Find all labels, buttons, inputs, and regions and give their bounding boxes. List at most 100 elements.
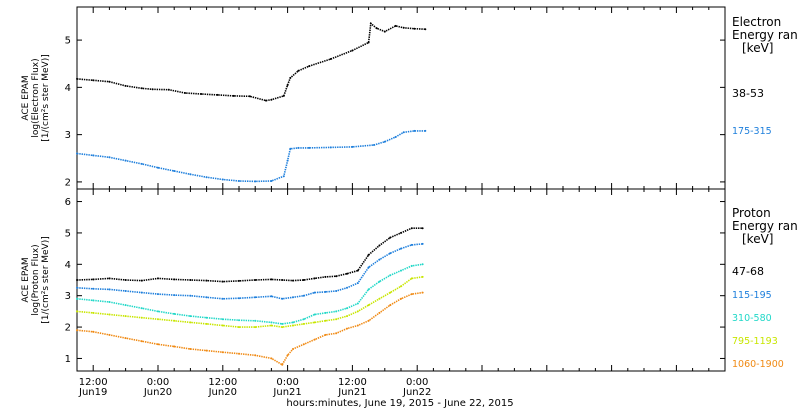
x-tick-label: 0:00	[147, 377, 169, 388]
electron-point-38-53	[92, 79, 95, 82]
electron-point-38-53	[124, 84, 127, 87]
proton-point-310-580	[400, 269, 402, 272]
proton-point-47-68	[92, 278, 95, 281]
proton-point-795-1193	[302, 322, 305, 325]
proton-point-115-195	[189, 294, 192, 297]
proton-point-115-195	[292, 296, 294, 299]
proton-point-310-580	[221, 318, 224, 321]
electron-ytick-label: 2	[65, 177, 71, 188]
proton-point-115-195	[281, 297, 284, 300]
proton-point-1060-1900	[92, 330, 95, 333]
proton-point-795-1193	[270, 324, 273, 327]
proton-point-115-195	[378, 258, 381, 261]
proton-point-1060-1900	[410, 293, 413, 296]
proton-point-310-580	[254, 319, 257, 322]
proton-point-1060-1900	[221, 351, 224, 354]
electron-point-175-315	[254, 180, 257, 183]
proton-point-47-68	[367, 253, 370, 256]
electron-point-175-315	[238, 180, 240, 182]
proton-point-310-580	[367, 288, 370, 291]
proton-point-1060-1900	[108, 333, 111, 336]
proton-point-310-580	[270, 321, 273, 324]
electron-ylabel-line3: [1/(cm²s ster MeV)]	[41, 54, 51, 141]
electron-point-175-315	[289, 147, 292, 150]
electron-ytick-label: 3	[65, 130, 71, 141]
proton-point-47-68	[356, 269, 359, 272]
proton-point-1060-1900	[389, 304, 392, 307]
x-tick-label: 0:00	[276, 377, 298, 388]
proton-ytick-label: 3	[65, 291, 71, 302]
proton-legend-115-195: 115-195	[732, 290, 772, 301]
proton-point-795-1193	[189, 321, 192, 324]
electron-point-38-53	[184, 92, 186, 94]
proton-point-310-580	[238, 319, 240, 322]
proton-legend-47-68: 47-68	[732, 265, 764, 278]
proton-point-47-68	[346, 272, 348, 275]
proton-point-310-580	[157, 310, 159, 313]
electron-point-38-53	[402, 26, 405, 29]
proton-point-1060-1900	[238, 352, 240, 355]
electron-legend-title: Electron Energy ran [keV]	[732, 15, 798, 55]
electron-point-38-53	[383, 30, 386, 33]
proton-point-795-1193	[76, 310, 78, 313]
electron-point-175-315	[205, 176, 208, 179]
electron-point-175-315	[286, 159, 289, 162]
proton-legend-310-580: 310-580	[732, 313, 772, 324]
proton-point-1060-1900	[313, 338, 316, 341]
proton-point-795-1193	[356, 310, 359, 313]
proton-point-115-195	[346, 286, 348, 289]
electron-point-38-53	[282, 94, 285, 97]
electron-point-38-53	[232, 94, 235, 97]
proton-y-axis-label: ACE EPAM log(Proton Flux) [1/(cm²s ster …	[21, 236, 51, 323]
x-tick-label: 12:00	[79, 377, 108, 388]
electron-point-38-53	[413, 27, 416, 30]
electron-point-175-315	[270, 180, 273, 182]
proton-point-115-195	[254, 296, 257, 299]
proton-point-310-580	[189, 315, 192, 318]
electron-legend-title-line1: Electron	[732, 15, 781, 29]
proton-point-795-1193	[313, 321, 316, 324]
proton-point-795-1193	[281, 326, 284, 329]
proton-point-1060-1900	[335, 332, 338, 335]
proton-point-795-1193	[367, 304, 370, 307]
proton-point-115-195	[400, 247, 402, 250]
electron-point-38-53	[308, 65, 311, 68]
proton-point-47-68	[76, 279, 78, 281]
proton-ytick-label: 1	[65, 354, 71, 365]
proton-point-47-68	[173, 278, 176, 281]
proton-point-310-580	[356, 302, 359, 305]
proton-series-47-68-trace	[76, 227, 423, 283]
electron-point-38-53	[140, 87, 143, 90]
proton-point-1060-1900	[254, 354, 257, 357]
proton-point-310-580	[324, 311, 327, 314]
proton-point-47-68	[189, 279, 192, 281]
proton-point-310-580	[140, 307, 143, 310]
proton-point-115-195	[92, 287, 95, 290]
proton-point-115-195	[410, 243, 413, 246]
proton-point-115-195	[335, 290, 338, 292]
proton-point-1060-1900	[421, 291, 424, 294]
electron-legend-title-line3: [keV]	[742, 41, 773, 55]
electron-ylabel-line2: log(Electron Flux)	[31, 58, 41, 137]
proton-point-1060-1900	[356, 324, 359, 327]
proton-point-47-68	[270, 278, 273, 281]
electron-point-38-53	[248, 95, 251, 98]
electron-legend-title-line2: Energy ran	[732, 28, 798, 42]
electron-point-38-53	[76, 77, 78, 80]
x-tick-label: 0:00	[406, 377, 428, 388]
proton-point-115-195	[108, 288, 111, 291]
electron-point-38-53	[216, 93, 219, 96]
proton-point-115-195	[389, 252, 392, 255]
proton-ytick-label: 6	[65, 197, 71, 208]
electron-point-175-315	[351, 145, 354, 148]
proton-point-47-68	[205, 279, 208, 282]
proton-point-795-1193	[108, 313, 111, 316]
electron-point-175-315	[394, 136, 397, 138]
proton-point-115-195	[238, 297, 240, 300]
electron-point-38-53	[297, 69, 300, 72]
electron-point-38-53	[329, 58, 332, 60]
proton-point-795-1193	[346, 315, 348, 318]
proton-point-310-580	[313, 313, 316, 316]
x-tick-label: 12:00	[338, 377, 367, 388]
proton-point-795-1193	[324, 319, 327, 322]
